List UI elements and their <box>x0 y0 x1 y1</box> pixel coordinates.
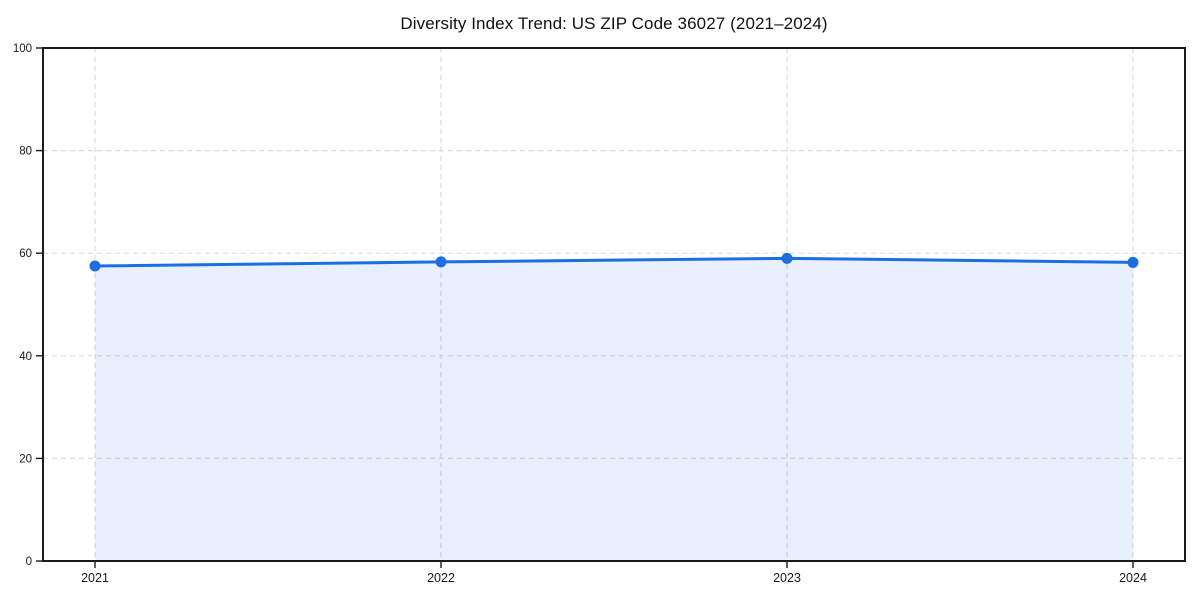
y-tick-label: 20 <box>19 453 32 465</box>
trend-line <box>93 256 1135 268</box>
y-tick-label: 80 <box>19 146 32 158</box>
y-tick-label: 40 <box>19 351 32 363</box>
data-point-2022 <box>435 256 447 268</box>
data-point-2021 <box>89 260 101 272</box>
y-tick-label: 0 <box>26 556 32 568</box>
data-point-2023 <box>781 252 793 264</box>
area-fill <box>95 258 1133 561</box>
y-tick-label: 60 <box>19 248 32 260</box>
x-tick-label: 2022 <box>427 571 455 585</box>
x-tick-label: 2021 <box>81 571 109 585</box>
axes-spines <box>42 47 1186 562</box>
chart-title: Diversity Index Trend: US ZIP Code 36027… <box>400 14 828 33</box>
data-point-2024 <box>1127 256 1139 268</box>
x-tick-label: 2023 <box>773 571 801 585</box>
y-tick-label: 100 <box>13 43 32 55</box>
x-tick-label: 2024 <box>1119 571 1147 585</box>
